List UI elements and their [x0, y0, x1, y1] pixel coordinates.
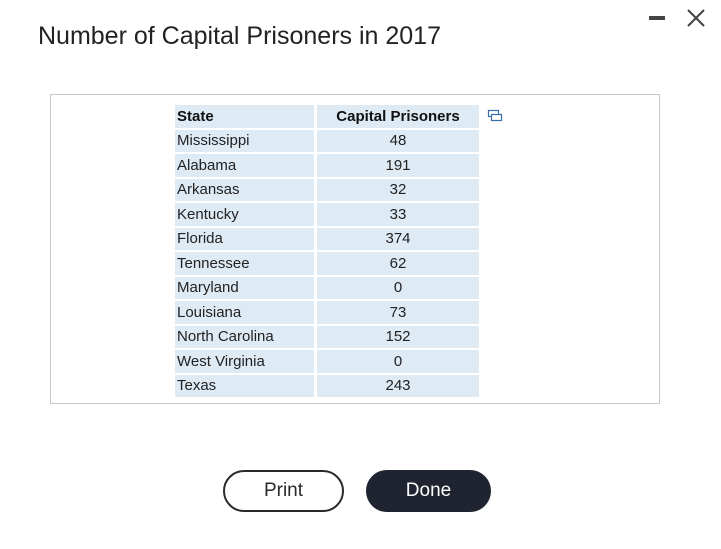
minimize-button[interactable]: [647, 6, 667, 30]
cell-capital-prisoners: 33: [317, 203, 479, 226]
close-icon: [687, 9, 705, 27]
copy-table-icon[interactable]: [487, 109, 503, 123]
cell-state: Tennessee: [175, 252, 317, 275]
table-row: Mississippi 48: [175, 129, 479, 152]
window-controls: [647, 6, 707, 30]
print-button[interactable]: Print: [223, 470, 344, 512]
cell-state: Arkansas: [175, 178, 317, 201]
table-row: Louisiana 73: [175, 301, 479, 324]
cell-state: Alabama: [175, 154, 317, 177]
cell-state: North Carolina: [175, 325, 317, 348]
table-frame: State Capital Prisoners Mississippi 48 Ala…: [50, 94, 660, 404]
table-row: Kentucky 33: [175, 203, 479, 226]
done-button[interactable]: Done: [366, 470, 491, 512]
cell-capital-prisoners: 48: [317, 129, 479, 152]
table-row: West Virginia 0: [175, 350, 479, 373]
table-body: Mississippi 48 Alabama 191 Arkansas 32 Kentuck…: [175, 129, 479, 397]
cell-capital-prisoners: 191: [317, 154, 479, 177]
minimize-icon: [649, 16, 665, 20]
table-row: North Carolina 152: [175, 325, 479, 348]
cell-capital-prisoners: 32: [317, 178, 479, 201]
data-table: State Capital Prisoners Mississippi 48 Ala…: [175, 103, 479, 399]
cell-capital-prisoners: 374: [317, 227, 479, 250]
cell-state: Florida: [175, 227, 317, 250]
table-row: Texas 243: [175, 374, 479, 397]
header-state: State: [175, 105, 317, 128]
cell-state: Maryland: [175, 276, 317, 299]
cell-state: Louisiana: [175, 301, 317, 324]
table-row: Arkansas 32: [175, 178, 479, 201]
table-header-row: State Capital Prisoners: [175, 105, 479, 128]
cell-capital-prisoners: 62: [317, 252, 479, 275]
table-row: Tennessee 62: [175, 252, 479, 275]
cell-capital-prisoners: 243: [317, 374, 479, 397]
cell-state: Kentucky: [175, 203, 317, 226]
header-capital-prisoners: Capital Prisoners: [317, 105, 479, 128]
table-row: Maryland 0: [175, 276, 479, 299]
close-button[interactable]: [685, 6, 707, 30]
cell-capital-prisoners: 0: [317, 350, 479, 373]
cell-state: Texas: [175, 374, 317, 397]
table-row: Alabama 191: [175, 154, 479, 177]
cell-state: West Virginia: [175, 350, 317, 373]
dialog-title: Number of Capital Prisoners in 2017: [38, 22, 441, 50]
cell-capital-prisoners: 0: [317, 276, 479, 299]
table-row: Florida 374: [175, 227, 479, 250]
cell-capital-prisoners: 73: [317, 301, 479, 324]
cell-state: Mississippi: [175, 129, 317, 152]
cell-capital-prisoners: 152: [317, 325, 479, 348]
